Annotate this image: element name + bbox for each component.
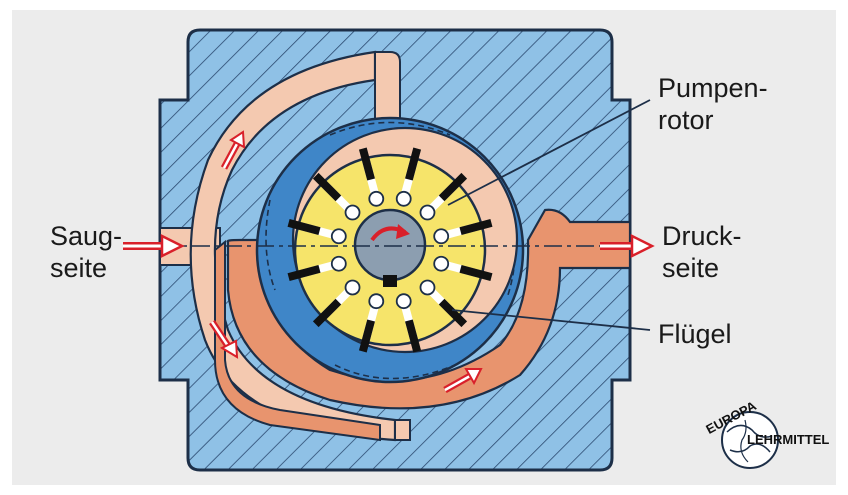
vane-slot-hole	[433, 228, 450, 245]
vane	[287, 265, 321, 282]
rotor-label-line1: Pumpen-	[658, 73, 768, 103]
vane-slot-hole	[344, 204, 361, 221]
vane-leader-line	[451, 309, 651, 331]
vane	[312, 298, 342, 328]
vane	[358, 319, 375, 353]
vane	[438, 172, 468, 202]
vane	[312, 172, 342, 202]
vane	[459, 265, 493, 282]
vane-slot-hole	[419, 279, 436, 296]
suction-up-arrow-icon	[229, 130, 246, 149]
vane-slot-hole	[368, 190, 385, 207]
vane-slot-hole	[368, 293, 385, 310]
vane-slot-hole	[419, 204, 436, 221]
vanes-group	[287, 147, 493, 353]
rotor-label-line2: rotor	[658, 105, 714, 135]
vane	[358, 147, 375, 181]
vane	[287, 218, 321, 235]
suction-label-line1: Saug-	[50, 221, 123, 251]
suction-channel	[159, 50, 411, 442]
inlet-arrow-icon	[160, 233, 185, 259]
suction-down-arrow-icon	[219, 339, 239, 359]
logo-bottom-text: LEHRMITTEL	[747, 432, 829, 447]
vane-slot-hole	[433, 255, 450, 272]
rotor-hub	[353, 208, 427, 287]
rotation-arrow-icon	[396, 224, 410, 239]
rotor-leader-line	[447, 99, 651, 206]
vane-slot-hole	[344, 279, 361, 296]
pressure-label-line2: seite	[662, 253, 720, 283]
pressure-arrow-icon	[464, 368, 483, 386]
suction-label-line2: seite	[50, 253, 108, 283]
vane-label: Flügel	[658, 319, 732, 349]
vane	[405, 319, 422, 353]
vane	[459, 218, 493, 235]
outlet-arrow-icon	[630, 233, 655, 259]
pressure-label-line1: Druck-	[662, 221, 742, 251]
vane-slot-hole	[395, 293, 412, 310]
europa-lehrmittel-logo: EUROPA LEHRMITTEL	[703, 398, 829, 469]
vane	[438, 298, 468, 328]
vane-slot-hole	[395, 190, 412, 207]
flow-arrows	[123, 130, 655, 394]
vane	[405, 147, 422, 181]
vane-slot-hole	[330, 255, 347, 272]
vane-slot-hole	[330, 228, 347, 245]
